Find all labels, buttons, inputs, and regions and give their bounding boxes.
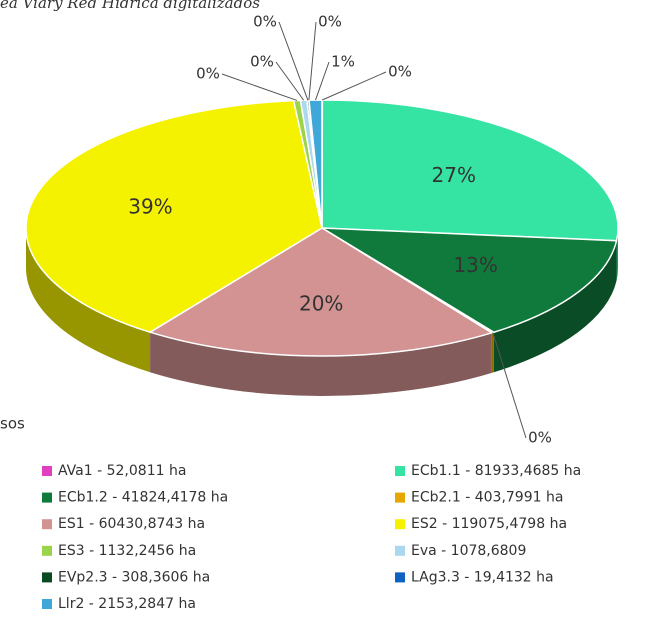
leader-line bbox=[221, 73, 298, 101]
legend-swatch bbox=[395, 572, 405, 583]
slice-label: 0% bbox=[528, 429, 552, 447]
slice-label: 39% bbox=[128, 195, 172, 219]
slice bbox=[321, 227, 618, 334]
legend-label: LAg3.3 - 19,4132 ha bbox=[411, 569, 554, 585]
slice-side bbox=[491, 332, 494, 373]
leader-line bbox=[278, 21, 309, 101]
slice bbox=[148, 227, 494, 357]
leader-line bbox=[321, 71, 387, 101]
legend-swatch bbox=[42, 492, 52, 503]
slice-label: 0% bbox=[388, 63, 412, 81]
slice-label: 0% bbox=[250, 53, 274, 71]
slice-label: 1% bbox=[331, 53, 355, 71]
slice bbox=[321, 99, 619, 242]
slice-side bbox=[26, 228, 151, 373]
chart-title: ea Viary Red Hídrica digitalizados bbox=[0, 0, 260, 12]
annotation: sos bbox=[0, 415, 25, 433]
legend-label: ECb1.2 - 41824,4178 ha bbox=[58, 490, 228, 506]
slice-label: 0% bbox=[253, 13, 277, 31]
slice-side bbox=[150, 332, 492, 396]
legend-label: ES2 - 119075,4798 ha bbox=[411, 516, 567, 532]
slice-label: 20% bbox=[299, 291, 343, 315]
legend-swatch bbox=[395, 519, 405, 530]
legend-label: EVp2.3 - 308,3606 ha bbox=[58, 569, 210, 585]
slice bbox=[25, 99, 323, 334]
slice-side bbox=[493, 240, 617, 373]
legend-label: ES1 - 60430,8743 ha bbox=[58, 516, 205, 532]
leader-line bbox=[308, 21, 317, 101]
slice-label: 0% bbox=[318, 13, 342, 31]
legend-label: Eva - 1078,6809 bbox=[411, 543, 526, 559]
legend-swatch bbox=[395, 545, 405, 556]
legend-label: ECb2.1 - 403,7991 ha bbox=[411, 490, 563, 506]
legend-swatch bbox=[42, 466, 52, 476]
legend-label: ECb1.1 - 81933,4685 ha bbox=[411, 463, 581, 479]
legend-swatch bbox=[42, 545, 52, 556]
legend-swatch bbox=[395, 492, 405, 503]
legend-swatch bbox=[42, 572, 52, 583]
slice-label: 0% bbox=[196, 65, 220, 83]
legend-swatch bbox=[42, 599, 52, 609]
slice-label: 27% bbox=[432, 163, 476, 187]
legend-label: Llr2 - 2153,2847 ha bbox=[58, 596, 196, 612]
leader-line bbox=[275, 61, 305, 101]
leader-line bbox=[492, 332, 527, 439]
slice-label: 13% bbox=[453, 253, 497, 277]
legend-swatch bbox=[42, 519, 52, 530]
legend-label: ES3 - 1132,2456 ha bbox=[58, 543, 196, 559]
tops bbox=[25, 99, 619, 357]
leader-line bbox=[315, 61, 330, 101]
legend-swatch bbox=[395, 466, 405, 476]
sides bbox=[26, 228, 618, 396]
legend-label: AVa1 - 52,0811 ha bbox=[58, 463, 186, 479]
